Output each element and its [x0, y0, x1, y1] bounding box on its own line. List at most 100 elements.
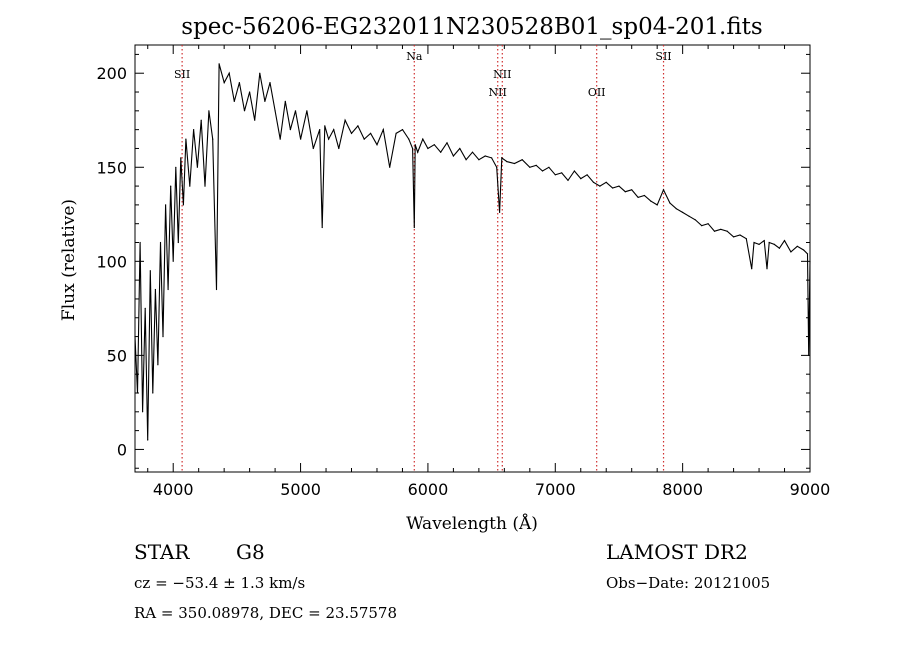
spectrum-point — [440, 151, 442, 153]
spectrum-point — [662, 189, 665, 191]
spectrum-point — [269, 82, 271, 84]
spectrum-point — [223, 82, 225, 84]
spectrum-point — [363, 138, 365, 140]
spectrum-point — [177, 241, 179, 244]
spectrum-point — [139, 241, 141, 244]
plot-area: SII Na NII NII OII SII 4000 5000 6000 7000 8000 900… — [96, 44, 830, 499]
spectrum-point — [529, 166, 531, 168]
spectrum-point — [726, 230, 728, 232]
spectrum-point — [324, 125, 326, 127]
spectrum-point — [433, 144, 435, 146]
spectrum-point — [745, 238, 747, 240]
spectrum-point — [763, 240, 765, 242]
spectrum-point — [401, 129, 404, 131]
spectrum-point — [259, 72, 261, 74]
spectrum-point — [637, 196, 639, 198]
spectrum-point — [196, 166, 198, 168]
survey-label: LAMOST DR2 — [606, 540, 748, 564]
x-tick-label-4000: 4000 — [153, 480, 194, 499]
spectrum-point — [535, 164, 537, 166]
spectrum-point — [376, 144, 378, 146]
spectrum-point — [414, 144, 416, 146]
spectrum-point — [338, 147, 340, 150]
spectrum-point — [333, 129, 335, 131]
spectrum-point — [783, 240, 786, 242]
spectrum-point — [279, 138, 281, 140]
spectrum-point — [650, 200, 652, 202]
spectrum-point — [459, 147, 461, 150]
spectrum-point — [134, 336, 136, 338]
spectrum-point — [580, 178, 582, 180]
spectrum-point — [713, 230, 716, 232]
object-class: STAR — [134, 540, 190, 564]
spectrum-point — [185, 138, 187, 140]
x-tick-label-5000: 5000 — [280, 480, 321, 499]
spectrum-point — [172, 260, 174, 262]
spectrum-point — [284, 100, 286, 102]
object-subclass: G8 — [236, 540, 265, 564]
spectrum-point — [513, 162, 516, 165]
spectrum-point — [501, 157, 503, 159]
spectrum-point — [306, 110, 308, 112]
spectrum-point — [215, 288, 218, 291]
spectrum-point — [694, 219, 697, 221]
spectrum-point — [605, 181, 607, 183]
spectrum-point — [803, 249, 805, 251]
spectrum-point — [422, 138, 424, 140]
spectrum-point — [254, 119, 256, 121]
x-tick-label-6000: 6000 — [408, 480, 449, 499]
spectrum-point — [499, 211, 501, 213]
spectrum-point — [465, 159, 467, 161]
spectrum-point — [643, 194, 646, 197]
spectrum-point — [412, 147, 414, 150]
coordinates: RA = 350.08978, DEC = 23.57578 — [134, 604, 398, 622]
spectrum-point — [159, 241, 162, 244]
spectrum-series-line — [134, 63, 811, 441]
spectrum-point — [218, 63, 220, 65]
spectrum-point — [413, 226, 415, 229]
line-marker-label-5: SII — [655, 50, 671, 63]
spectrum-point — [157, 364, 159, 366]
spectrum-point — [200, 119, 202, 121]
spectrum-point — [773, 243, 775, 245]
obs-date: Obs−Date: 20121005 — [606, 574, 771, 592]
spectrum-point — [350, 132, 353, 134]
line-marker-label-4: OII — [588, 86, 606, 99]
plot-frame — [134, 44, 811, 473]
spectrum-point — [701, 225, 703, 227]
spectrum-point — [243, 110, 246, 112]
spectrum-point — [631, 189, 633, 191]
spectrum-point — [796, 245, 798, 247]
spectrum-point — [274, 110, 276, 112]
y-tick-label-150: 150 — [96, 158, 127, 177]
spectrum-point — [808, 354, 810, 356]
spectrum-point — [675, 208, 677, 210]
spectrum-point — [758, 243, 760, 245]
spectrum-point — [289, 129, 291, 131]
spectrum-point — [180, 157, 182, 159]
spectrum-point — [152, 392, 154, 394]
spectrum-point — [228, 72, 230, 74]
spectrum-point — [656, 204, 658, 206]
spectrum-point — [809, 260, 811, 262]
spectrum-point — [624, 191, 626, 193]
spectrum-point — [751, 268, 753, 270]
spectrum-point — [357, 125, 359, 127]
spectrum-point — [452, 155, 454, 157]
spectrum-point — [312, 147, 314, 150]
spectrum-point — [561, 172, 563, 174]
spectrum-point — [182, 204, 184, 206]
spectrum-point — [300, 138, 302, 140]
spectrum-point — [147, 439, 149, 441]
y-tick-label-0: 0 — [117, 440, 127, 459]
line-marker-label-0: SII — [174, 68, 190, 81]
spectrum-point — [541, 170, 544, 172]
spectrum-point — [382, 129, 384, 131]
spectrum-point — [778, 247, 781, 249]
spectrum-point — [175, 166, 177, 168]
spectrum-point — [768, 241, 770, 244]
spectrum-point — [136, 392, 139, 394]
y-tick-label-100: 100 — [96, 252, 127, 271]
spectrum-point — [491, 157, 493, 159]
spectrum-point — [370, 132, 372, 134]
